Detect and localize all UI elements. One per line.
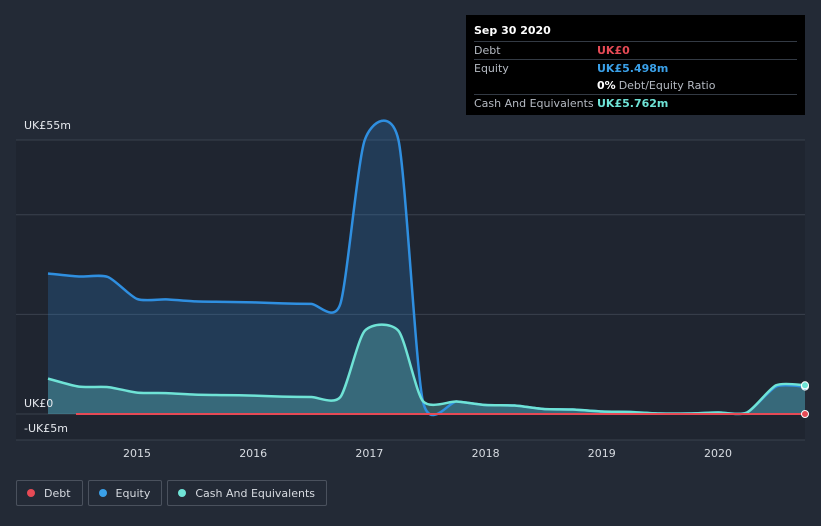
y-axis-labels: UK£55m UK£0 -UK£5m <box>24 119 71 435</box>
tooltip-equity-row: Equity UK£5.498m <box>474 59 797 77</box>
chart-legend: Debt Equity Cash And Equivalents <box>16 480 332 506</box>
tooltip-date: Sep 30 2020 <box>474 24 551 37</box>
tooltip-ratio-text: Debt/Equity Ratio <box>618 79 716 92</box>
tooltip-cash-label: Cash And Equivalents <box>474 97 594 110</box>
tooltip-equity-label: Equity <box>474 62 509 75</box>
tooltip-cash-row: Cash And Equivalents UK£5.762m <box>474 94 797 112</box>
series-end-point-debt <box>801 410 809 418</box>
legend-equity-label: Equity <box>115 486 151 500</box>
legend-cash-label: Cash And Equivalents <box>195 486 315 500</box>
tooltip-cash-value: UK£5.762m <box>597 97 669 110</box>
series-area-equity <box>48 120 805 416</box>
legend-debt-swatch <box>27 489 35 497</box>
series-areas <box>48 120 805 416</box>
x-axis-tick-2018: 2018 <box>472 447 500 460</box>
series-end-markers <box>801 381 809 418</box>
tooltip-debt-value: UK£0 <box>597 44 630 57</box>
x-axis-tick-2020: 2020 <box>704 447 732 460</box>
plot-background <box>16 140 805 440</box>
tooltip-panel: Sep 30 2020 Debt UK£0 Equity UK£5.498m 0… <box>466 15 805 115</box>
legend-item-cash[interactable]: Cash And Equivalents <box>167 480 327 506</box>
x-axis-labels: 2015 2016 2017 2018 2019 2020 <box>123 447 732 460</box>
tooltip-debt-label: Debt <box>474 44 501 57</box>
x-axis-tick-2015: 2015 <box>123 447 151 460</box>
legend-item-debt[interactable]: Debt <box>16 480 83 506</box>
y-axis-label-1: UK£0 <box>24 397 53 410</box>
series-area-cash-and-equivalents <box>48 324 805 414</box>
legend-debt-label: Debt <box>44 486 71 500</box>
series-lines <box>47 119 806 417</box>
x-axis-tick-2017: 2017 <box>355 447 383 460</box>
series-end-point-cash-and-equivalents <box>801 381 809 390</box>
tooltip-ratio-row: 0% Debt/Equity Ratio <box>474 77 797 94</box>
x-axis-tick-2019: 2019 <box>588 447 616 460</box>
legend-item-equity[interactable]: Equity <box>87 480 163 506</box>
tooltip-debt-row: Debt UK£0 <box>474 41 797 59</box>
x-axis-tick-2016: 2016 <box>239 447 267 460</box>
legend-cash-swatch <box>178 489 187 497</box>
tooltip-ratio-percent: 0% <box>597 79 616 92</box>
y-axis-label-2: -UK£5m <box>24 422 68 435</box>
tooltip-equity-value: UK£5.498m <box>597 62 669 75</box>
legend-equity-swatch <box>98 489 107 497</box>
y-axis-label-0: UK£55m <box>24 119 71 132</box>
